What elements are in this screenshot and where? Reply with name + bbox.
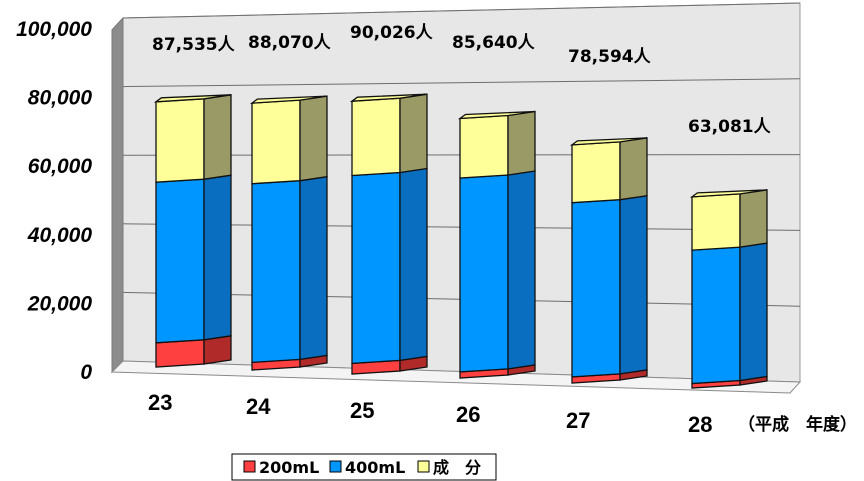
total-label: 90,026人 xyxy=(350,23,434,43)
chart-floor xyxy=(110,360,802,394)
x-category-label: 23 xyxy=(148,390,172,415)
legend-swatch xyxy=(329,460,342,473)
legend: 200mL 400mL 成 分 xyxy=(231,453,497,481)
legend-swatch xyxy=(243,460,256,473)
bar-segment-成分-28 xyxy=(689,189,768,251)
bar-segment-成分-26 xyxy=(457,110,536,179)
x-category-label: 26 xyxy=(456,402,480,427)
side-wall-panel xyxy=(111,16,124,374)
bar-segment-成分-27 xyxy=(569,137,648,204)
legend-label: 400mL xyxy=(345,458,405,477)
legend-swatch xyxy=(417,460,430,473)
legend-label: 成 分 xyxy=(433,458,481,477)
floor-panel xyxy=(110,360,802,394)
total-label: 78,594人 xyxy=(568,47,652,67)
y-tick-label: 100,000 xyxy=(16,18,92,41)
bar-segment-400mL-23 xyxy=(155,174,232,344)
y-tick-label: 20,000 xyxy=(27,292,93,315)
bar-segment-成分-23 xyxy=(153,94,232,183)
total-label: 63,081人 xyxy=(688,117,772,137)
bar-segment-400mL-24 xyxy=(251,175,328,364)
bar-segment-成分-25 xyxy=(349,93,428,177)
bar-segment-400mL-27 xyxy=(571,194,648,378)
y-tick-label: 60,000 xyxy=(28,155,93,178)
y-axis-tick-labels: 0 20,000 40,000 60,000 80,000 100,000 xyxy=(16,18,92,384)
y-tick-label: 80,000 xyxy=(28,87,93,110)
y-tick-label: 0 xyxy=(80,361,92,384)
x-category-label: 27 xyxy=(566,408,590,433)
x-category-label: 24 xyxy=(246,394,271,419)
x-axis-unit-label: （平成 年度） xyxy=(738,414,857,435)
bar-segment-400mL-25 xyxy=(351,167,428,365)
total-label: 85,640人 xyxy=(452,33,536,53)
total-labels: 87,535人 88,070人 90,026人 85,640人 78,594人 63,08… xyxy=(152,23,772,137)
legend-label: 200mL xyxy=(259,458,319,477)
bar-segment-200mL-25 xyxy=(351,355,428,375)
x-axis-category-labels: 23 24 25 26 27 28 xyxy=(148,390,712,437)
bar-segment-400mL-28 xyxy=(691,242,768,385)
gridline xyxy=(122,78,801,88)
bar-segment-400mL-26 xyxy=(459,170,536,373)
total-label: 88,070人 xyxy=(248,33,332,53)
chart-side-wall xyxy=(111,16,124,374)
x-category-label: 28 xyxy=(688,412,712,437)
gridline xyxy=(122,2,801,19)
x-category-label: 25 xyxy=(350,398,374,423)
bars xyxy=(153,93,768,389)
y-tick-label: 40,000 xyxy=(27,224,93,247)
bar-segment-成分-24 xyxy=(249,95,328,185)
total-label: 87,535人 xyxy=(152,35,236,55)
legend-box xyxy=(231,453,497,481)
